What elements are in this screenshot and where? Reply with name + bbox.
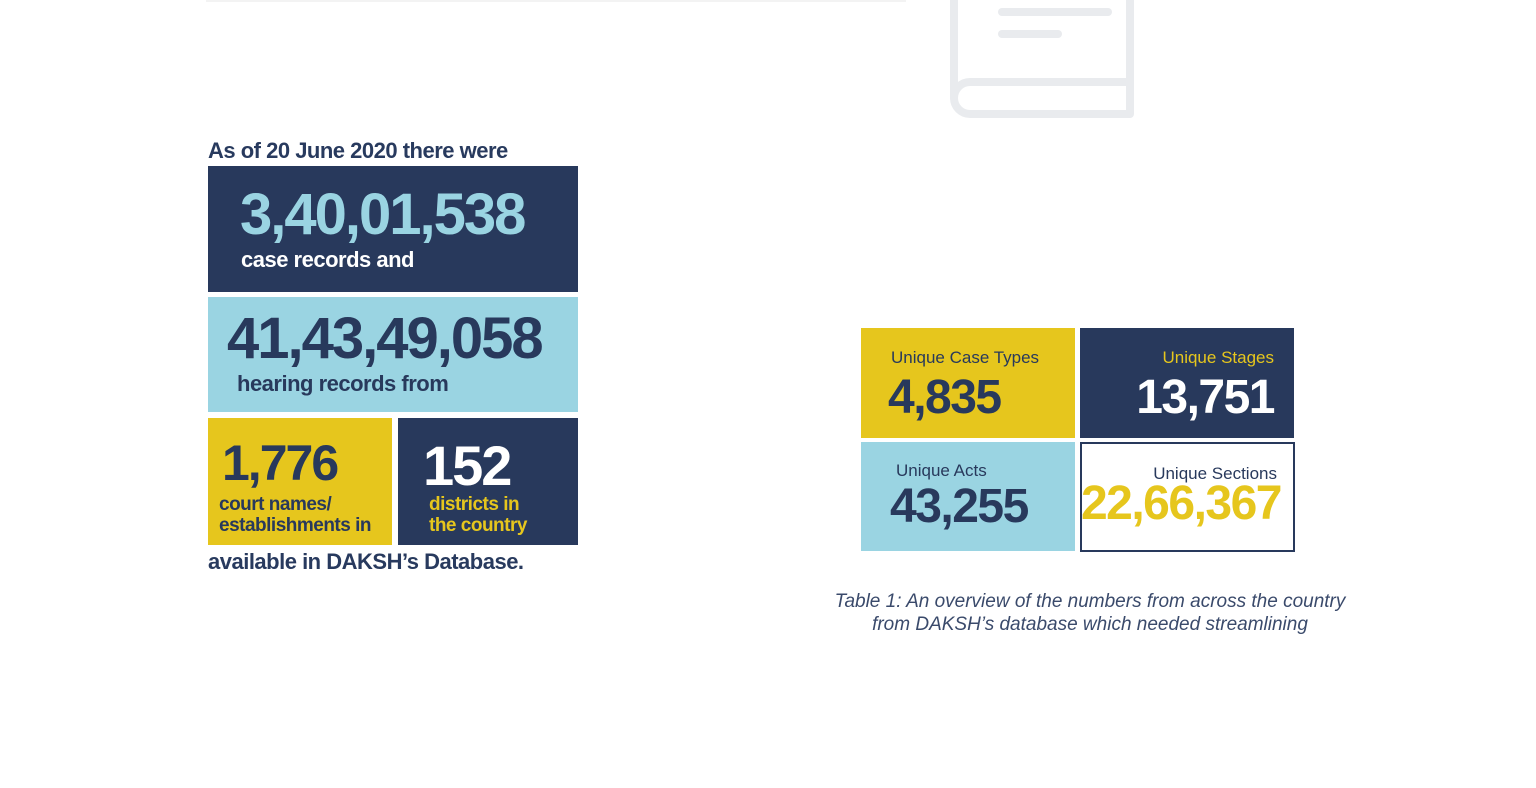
table-caption: Table 1: An overview of the numbers from… xyxy=(760,590,1420,636)
court-names-label-line2: establishments in xyxy=(219,515,372,536)
case-records-label: case records and xyxy=(241,247,414,272)
districts-label-line2: the country xyxy=(429,515,527,536)
hearing-records-value: 41,43,49,058 xyxy=(227,306,544,371)
court-names-label: court names/ establishments in xyxy=(219,494,394,536)
case-records-box: 3,40,01,538 case records and xyxy=(208,166,578,292)
top-divider xyxy=(206,0,906,2)
unique-case-types-label: Unique Case Types xyxy=(891,348,1040,367)
districts-box: 152 districts in the country xyxy=(398,418,578,545)
districts-value: 152 xyxy=(423,434,512,497)
unique-stages-value: 13,751 xyxy=(1136,371,1275,424)
unique-sections-value: 22,66,367 xyxy=(1080,477,1283,530)
districts-label: districts in the country xyxy=(429,494,569,536)
unique-case-types-value: 4,835 xyxy=(888,371,1002,424)
unique-acts-label: Unique Acts xyxy=(896,461,987,480)
table-caption-line1: Table 1: An overview of the numbers from… xyxy=(834,591,1346,612)
unique-acts-cell: Unique Acts 43,255 xyxy=(861,442,1075,551)
table-caption-line2: from DAKSH’s database which needed strea… xyxy=(872,614,1308,635)
court-names-box: 1,776 court names/ establishments in xyxy=(208,418,392,545)
intro-text: As of 20 June 2020 there were xyxy=(208,138,508,163)
unique-stages-label: Unique Stages xyxy=(1162,348,1274,367)
hearing-records-label: hearing records from xyxy=(237,371,449,396)
unique-acts-value: 43,255 xyxy=(890,480,1029,533)
court-names-value: 1,776 xyxy=(222,435,339,491)
hearing-records-box: 41,43,49,058 hearing records from xyxy=(208,297,578,412)
unique-sections-label: Unique Sections xyxy=(1153,464,1277,483)
court-names-label-line1: court names/ xyxy=(219,494,332,515)
districts-label-line1: districts in xyxy=(429,494,520,515)
book-icon xyxy=(950,0,1134,118)
unique-stages-cell: Unique Stages 13,751 xyxy=(1080,328,1294,438)
outro-text: available in DAKSH’s Database. xyxy=(208,549,524,574)
case-records-value: 3,40,01,538 xyxy=(240,182,526,247)
unique-case-types-cell: Unique Case Types 4,835 xyxy=(861,328,1075,438)
unique-sections-cell: Unique Sections 22,66,367 xyxy=(1080,442,1295,552)
